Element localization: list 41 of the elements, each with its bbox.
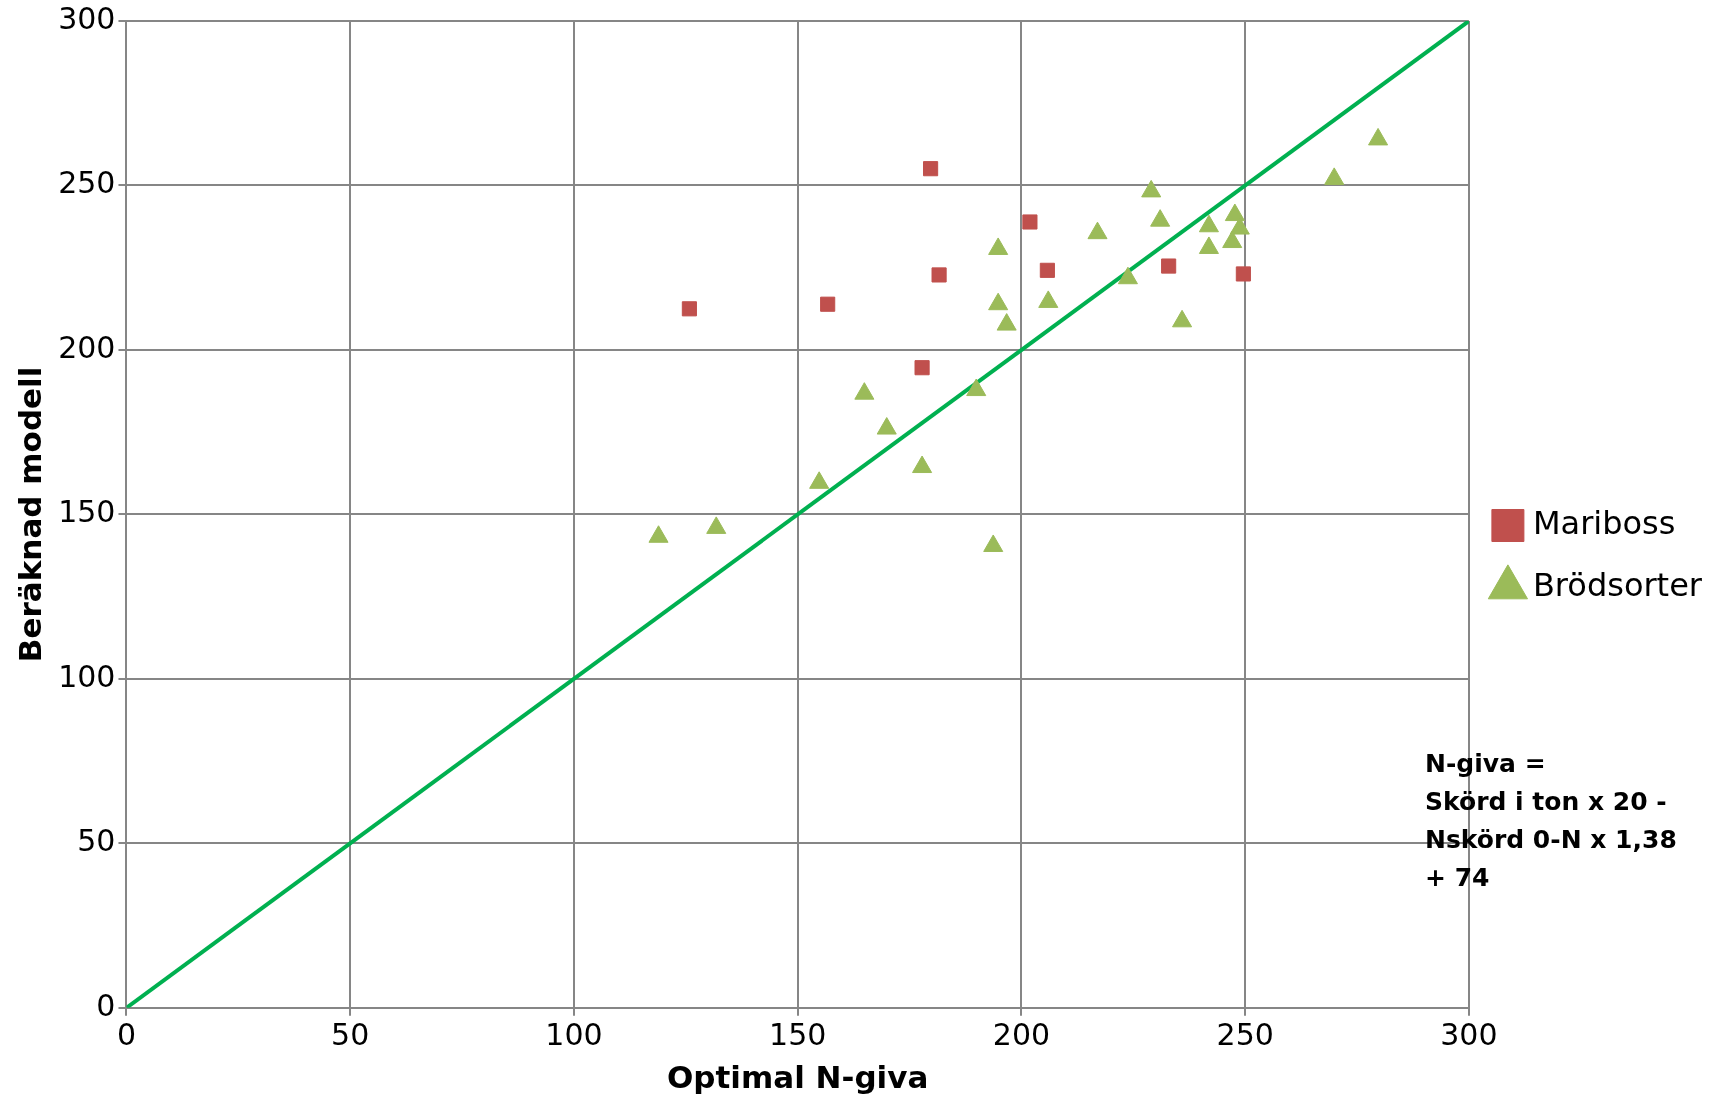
point <box>809 471 830 489</box>
point <box>854 382 875 400</box>
y-tick-label: 100 <box>58 658 116 694</box>
point <box>983 534 1004 552</box>
point <box>1117 266 1138 285</box>
y-tick-label: 150 <box>58 494 116 530</box>
y-tick-label: 50 <box>77 823 116 859</box>
y-tick-label: 0 <box>96 987 116 1023</box>
x-tick-label: 300 <box>1440 1016 1498 1052</box>
point <box>1198 236 1219 254</box>
point <box>876 417 897 435</box>
x-tick-label: 100 <box>545 1016 603 1052</box>
point <box>912 455 933 474</box>
point <box>706 516 727 534</box>
point <box>1224 203 1245 222</box>
point <box>988 237 1009 255</box>
point <box>988 292 1009 311</box>
y-axis-title: Beräknad modell <box>11 366 48 663</box>
point <box>1198 214 1219 233</box>
x-axis-title: Optimal N-giva <box>666 1059 929 1096</box>
point <box>1141 179 1162 198</box>
legend-label: Brödsorter <box>1532 565 1703 604</box>
y-tick-label: 200 <box>58 329 116 365</box>
x-tick-label: 50 <box>331 1016 370 1052</box>
x-tick-label: 150 <box>769 1016 827 1052</box>
y-tick-label: 250 <box>58 165 116 201</box>
point <box>1368 127 1389 146</box>
annotation: N-giva = Skörd i ton x 20 - Nskörd 0-N x 1,38 + 74 <box>1425 748 1677 894</box>
point <box>1038 290 1059 308</box>
point <box>648 525 669 543</box>
point <box>1222 230 1243 249</box>
point <box>1172 309 1193 328</box>
y-tick-label: 300 <box>58 0 116 36</box>
x-tick-label: 250 <box>1216 1016 1274 1052</box>
x-tick-label: 200 <box>992 1016 1051 1052</box>
point <box>1087 221 1108 240</box>
legend-label: Mariboss <box>1532 503 1676 542</box>
point <box>1324 167 1345 185</box>
point <box>1150 209 1171 227</box>
point <box>996 313 1017 331</box>
point <box>966 378 987 397</box>
